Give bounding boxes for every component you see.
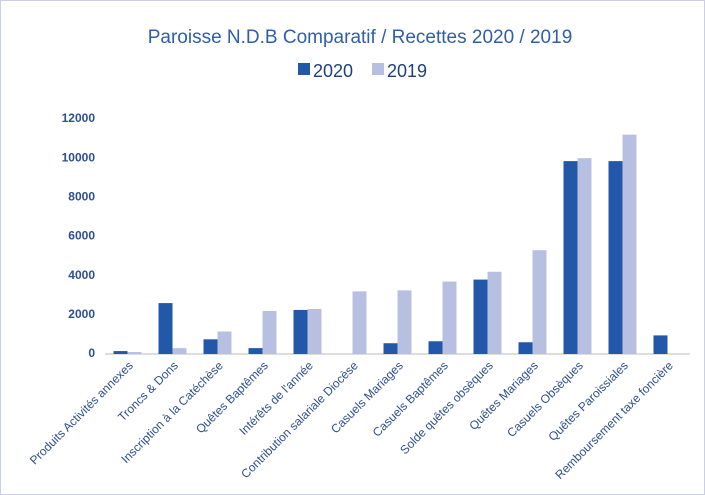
y-tick-label: 0	[88, 346, 95, 360]
bar	[248, 348, 263, 354]
bar	[563, 161, 578, 354]
bar	[608, 161, 623, 354]
legend-label: 2020	[313, 61, 353, 81]
bar	[442, 281, 457, 354]
y-tick-label: 12000	[62, 111, 96, 125]
bar	[383, 343, 398, 354]
bar	[532, 250, 547, 354]
y-tick-label: 10000	[62, 150, 96, 164]
legend-swatch	[298, 63, 310, 75]
bar	[397, 290, 412, 354]
bar	[487, 271, 502, 354]
bar	[473, 279, 488, 354]
chart-title: Paroisse N.D.B Comparatif / Recettes 202…	[148, 27, 573, 48]
bar	[158, 303, 173, 354]
bar	[217, 331, 232, 354]
bar	[203, 339, 218, 354]
y-tick-label: 8000	[68, 190, 95, 204]
legend-swatch	[372, 63, 384, 75]
y-tick-label: 4000	[68, 268, 95, 282]
y-tick-label: 2000	[68, 307, 95, 321]
bar	[518, 342, 533, 354]
legend-label: 2019	[387, 61, 427, 81]
bar	[307, 308, 322, 354]
bar	[428, 341, 443, 354]
bar	[577, 158, 592, 354]
bar	[262, 310, 277, 354]
y-tick-label: 6000	[68, 229, 95, 243]
bar	[172, 348, 187, 354]
bar	[113, 351, 128, 354]
bar	[127, 352, 142, 354]
bar	[293, 309, 308, 354]
bar	[352, 291, 367, 354]
bar	[653, 335, 668, 354]
bar	[622, 134, 637, 354]
